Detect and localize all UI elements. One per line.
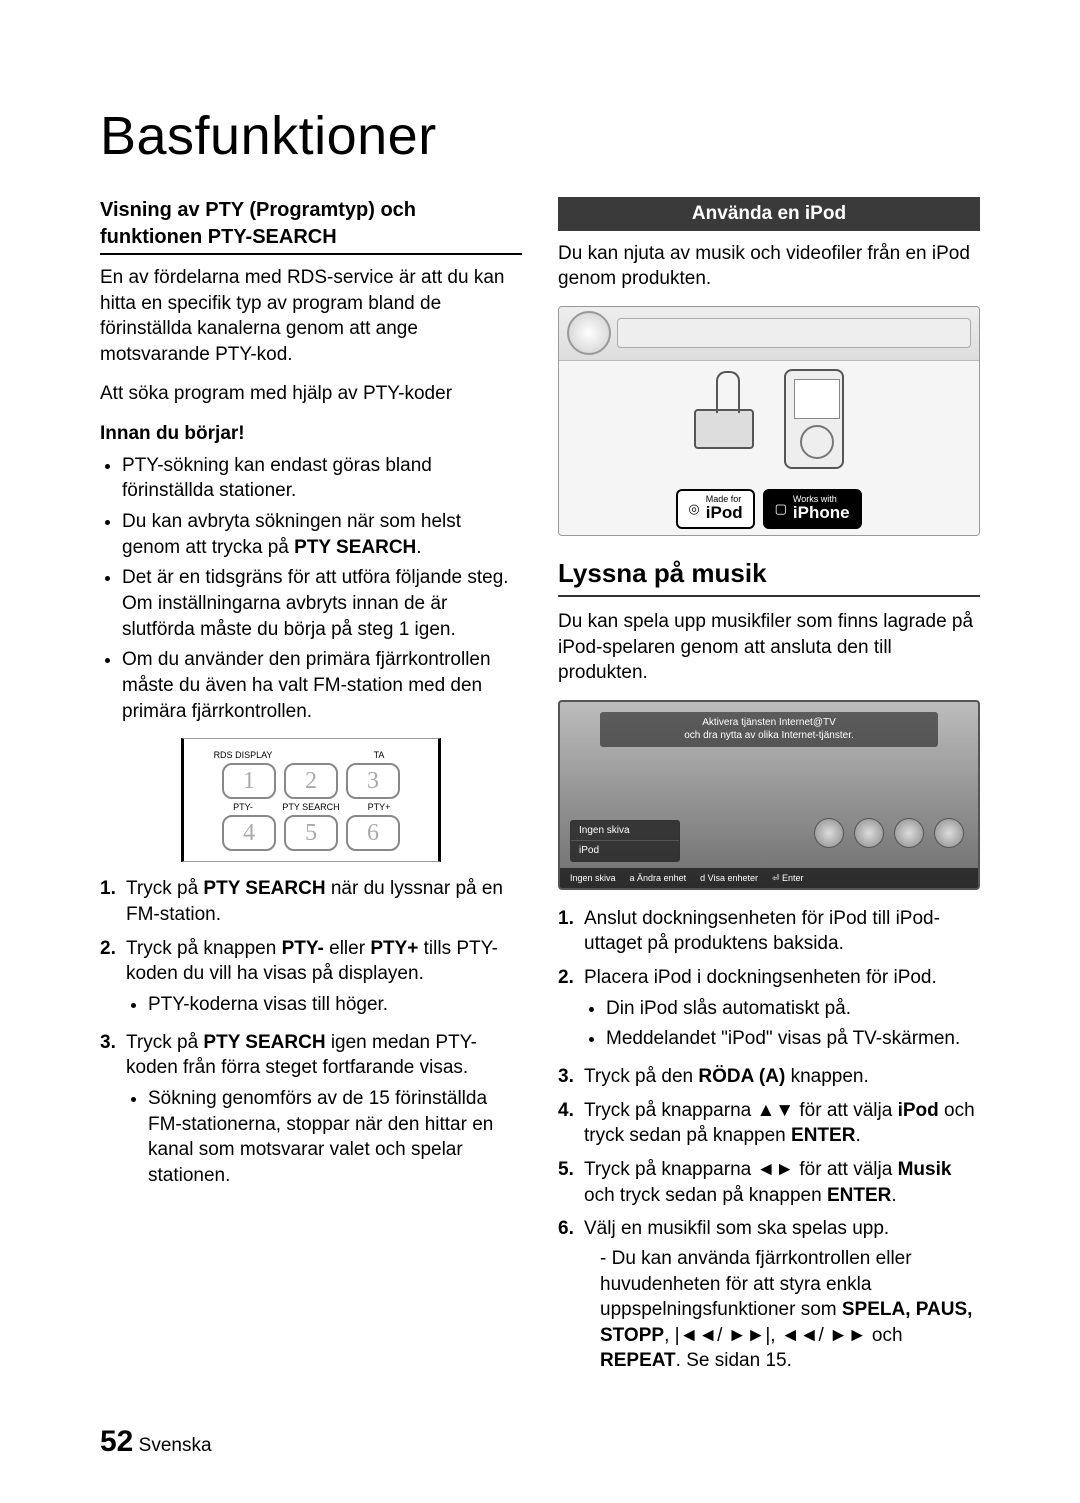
bullet-item: PTY-sökning kan endast göras bland förin… (122, 453, 522, 504)
right-column: Använda en iPod Du kan njuta av musik oc… (558, 197, 980, 1382)
key-label: PTY+ (349, 801, 409, 813)
page-number: 52 (100, 1425, 133, 1458)
sub-bullet: Meddelandet "iPod" visas på TV-skärmen. (606, 1026, 980, 1052)
badge-made-for-ipod: ◎ Made foriPod (676, 489, 754, 529)
footer-item: a Ändra enhet (630, 872, 687, 884)
subhead-before: Innan du börjar! (100, 421, 522, 447)
media-icon (854, 818, 884, 848)
bullet-list: PTY-sökning kan endast göras bland förin… (100, 453, 522, 724)
page-title: Basfunktioner (100, 100, 980, 173)
dock-icon (694, 409, 754, 449)
screen-footer: Ingen skiva a Ändra enhet d Visa enheter… (560, 868, 978, 888)
remote-illustration: RDS DISPLAY TA 1 2 3 PTY- PTY SEARCH PTY… (181, 738, 441, 862)
menu-item: Ingen skiva (571, 821, 679, 842)
media-icon (814, 818, 844, 848)
ipod-intro: Du kan njuta av musik och videofiler frå… (558, 241, 980, 292)
remote-key: 6 (346, 815, 400, 851)
section-bar-ipod: Använda en iPod (558, 197, 980, 231)
remote-key: 4 (222, 815, 276, 851)
remote-key: 2 (284, 763, 338, 799)
key-label: PTY SEARCH (281, 801, 341, 813)
screen-banner: Aktivera tjänsten Internet@TV och dra ny… (600, 712, 938, 747)
heading-pty: Visning av PTY (Programtyp) och funktion… (100, 197, 522, 255)
iphone-glyph-icon: ▢ (775, 500, 787, 518)
tv-screen-mock: Aktivera tjänsten Internet@TV och dra ny… (558, 700, 980, 890)
key-label: PTY- (213, 801, 273, 813)
step: Placera iPod i dockningsenheten för iPod… (558, 965, 980, 1052)
step: Tryck på knapparna ▲▼ för att välja iPod… (558, 1098, 980, 1149)
badge-works-with-iphone: ▢ Works withiPhone (763, 489, 862, 529)
step: Anslut dockningsenheten för iPod till iP… (558, 906, 980, 957)
menu-item: iPod (571, 841, 679, 861)
step: Tryck på knapparna ◄► för att välja Musi… (558, 1157, 980, 1208)
ipod-glyph-icon: ◎ (688, 500, 699, 518)
heading-pty-l2: funktionen PTY-SEARCH (100, 226, 337, 248)
footer-item: Ingen skiva (570, 872, 616, 884)
page-lang: Svenska (139, 1435, 212, 1456)
remote-key: 5 (284, 815, 338, 851)
heading-pty-l1: Visning av PTY (Programtyp) och (100, 199, 416, 221)
source-menu: Ingen skiva iPod (570, 820, 680, 862)
ipod-connection-diagram: ◎ Made foriPod ▢ Works withiPhone (558, 306, 980, 536)
left-steps: Tryck på PTY SEARCH när du lyssnar på en… (100, 876, 522, 1188)
sub-bullet: Sökning genomförs av de 15 förinställda … (148, 1086, 522, 1189)
right-steps: Anslut dockningsenheten för iPod till iP… (558, 906, 980, 1374)
device-panel (617, 318, 971, 348)
remote-key: 3 (346, 763, 400, 799)
disc-icon (567, 311, 611, 355)
step: Tryck på den RÖDA (A) knappen. (558, 1064, 980, 1090)
footer-item: ⏎ Enter (772, 872, 804, 884)
media-icon (934, 818, 964, 848)
media-icon (894, 818, 924, 848)
bullet-item: Du kan avbryta sökningen när som helst g… (122, 509, 522, 560)
footer-item: d Visa enheter (700, 872, 758, 884)
key-label: TA (349, 749, 409, 761)
heading-listen-music: Lyssna på musik (558, 556, 980, 597)
bullet-item: Om du använder den primära fjärrkontroll… (122, 647, 522, 724)
key-label: RDS DISPLAY (213, 749, 273, 761)
sub-bullet: PTY-koderna visas till höger. (148, 992, 522, 1018)
ipod-icon (784, 369, 844, 469)
step: Tryck på knappen PTY- eller PTY+ tills P… (100, 936, 522, 1018)
listen-para: Du kan spela upp musikfiler som finns la… (558, 609, 980, 686)
step: Välj en musikfil som ska spelas upp. - D… (558, 1216, 980, 1374)
bullet-item: Det är en tidsgräns för att utföra följa… (122, 565, 522, 642)
page-footer: 52 Svenska (100, 1422, 980, 1463)
remote-key: 1 (222, 763, 276, 799)
step: Tryck på PTY SEARCH igen medan PTY-koden… (100, 1030, 522, 1189)
sub-bullet: Din iPod slås automatiskt på. (606, 996, 980, 1022)
left-column: Visning av PTY (Programtyp) och funktion… (100, 197, 522, 1382)
subhead-search: Att söka program med hjälp av PTY-koder (100, 381, 522, 407)
step: Tryck på PTY SEARCH när du lyssnar på en… (100, 876, 522, 927)
intro-para: En av fördelarna med RDS-service är att … (100, 265, 522, 368)
dash-note: - Du kan använda fjärrkontrollen eller h… (584, 1246, 980, 1374)
